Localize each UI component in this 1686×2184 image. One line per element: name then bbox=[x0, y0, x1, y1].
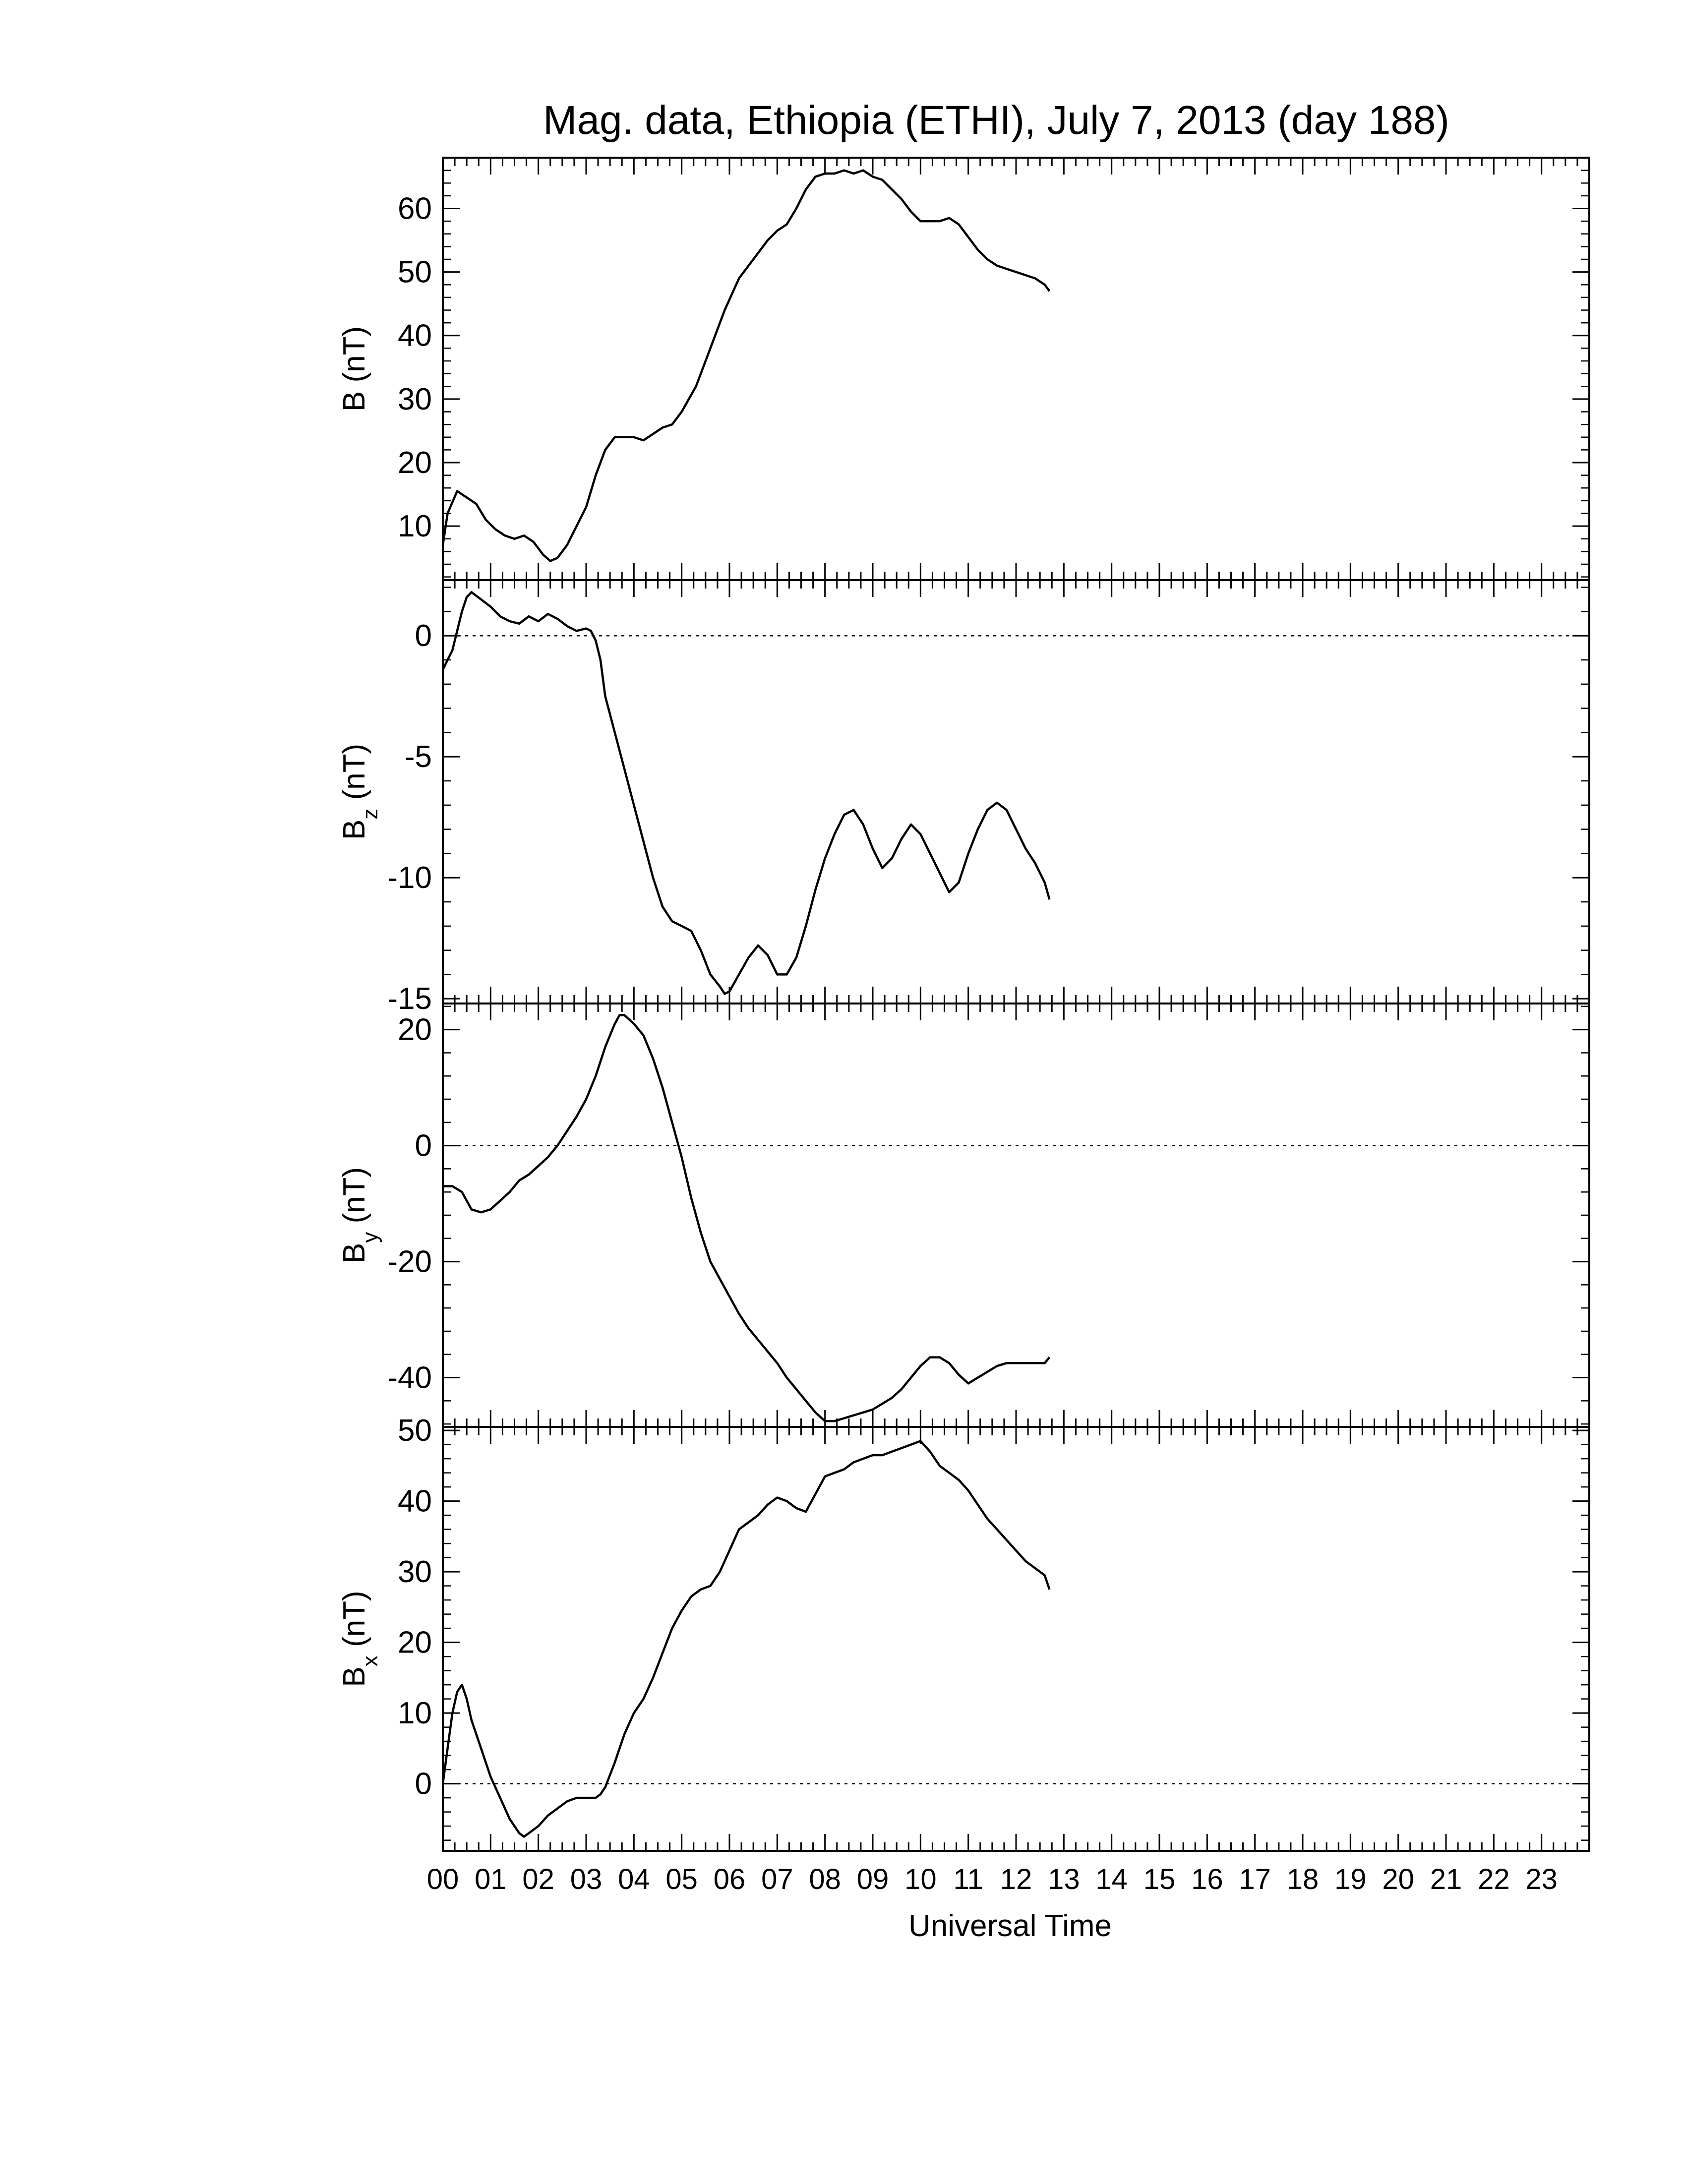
y-label-symbol: B bbox=[337, 1666, 371, 1687]
y-tick-label: -20 bbox=[387, 1245, 432, 1279]
x-tick-label: 12 bbox=[1000, 1863, 1032, 1895]
y-tick-label: 20 bbox=[398, 446, 432, 480]
y-tick-label: 10 bbox=[398, 509, 432, 543]
x-tick-label: 21 bbox=[1430, 1863, 1462, 1895]
y-label-symbol: B bbox=[337, 1243, 371, 1263]
y-label-subscript: x bbox=[358, 1655, 382, 1666]
x-tick-label: 07 bbox=[761, 1863, 793, 1895]
y-label-symbol: B bbox=[337, 391, 371, 412]
y-tick-label: 20 bbox=[398, 1013, 432, 1047]
x-tick-label: 18 bbox=[1287, 1863, 1319, 1895]
chart-panels: 10 20 30 40 50 60 B (nT) 0 -5 -10 -15 Bz (nT) 20 0 -20… bbox=[337, 157, 1590, 1895]
y-tick-label: 30 bbox=[398, 382, 432, 416]
y-axis-label: By (nT) bbox=[337, 1167, 382, 1263]
y-label-unit: (nT) bbox=[337, 1167, 371, 1232]
y-tick-label: 10 bbox=[398, 1696, 432, 1730]
series-line-Bz bbox=[441, 591, 1051, 995]
x-tick-label: 20 bbox=[1382, 1863, 1414, 1895]
x-tick-label: 13 bbox=[1048, 1863, 1080, 1895]
y-label-symbol: B bbox=[337, 820, 371, 840]
panel-B: 10 20 30 40 50 60 B (nT) bbox=[337, 157, 1590, 581]
series-line-Bx bbox=[441, 1440, 1051, 1838]
y-tick-label: 0 bbox=[415, 619, 432, 653]
y-tick-label: 0 bbox=[415, 1129, 432, 1163]
panel-By: 20 0 -20 -40 By (nT) bbox=[337, 1003, 1590, 1428]
x-tick-label: 17 bbox=[1239, 1863, 1271, 1895]
x-tick-label: 22 bbox=[1478, 1863, 1510, 1895]
y-axis-label: Bx (nT) bbox=[337, 1591, 382, 1687]
series-line-By bbox=[443, 1014, 1051, 1422]
panel-Bz: 0 -5 -10 -15 Bz (nT) bbox=[337, 579, 1590, 1016]
y-tick-label: 0 bbox=[415, 1767, 432, 1801]
y-tick-label: -40 bbox=[387, 1361, 432, 1395]
y-label-subscript: y bbox=[358, 1232, 382, 1243]
x-tick-label: 16 bbox=[1191, 1863, 1223, 1895]
x-tick-label: 10 bbox=[904, 1863, 937, 1895]
y-tick-label: 60 bbox=[398, 191, 432, 226]
x-tick-label: 04 bbox=[618, 1863, 650, 1895]
panel-frame bbox=[442, 157, 1590, 581]
panel-frame bbox=[442, 579, 1590, 1004]
y-tick-label: -15 bbox=[387, 982, 432, 1016]
series-line-B bbox=[441, 169, 1051, 562]
chart-title: Mag. data, Ethiopia (ETHI), July 7, 2013… bbox=[543, 98, 1449, 143]
x-tick-label: 08 bbox=[809, 1863, 841, 1895]
x-tick-label: 09 bbox=[857, 1863, 889, 1895]
x-tick-label: 19 bbox=[1334, 1863, 1367, 1895]
y-label-subscript: z bbox=[358, 809, 382, 820]
x-tick-label: 06 bbox=[714, 1863, 746, 1895]
y-tick-label: -5 bbox=[405, 740, 432, 774]
x-tick-label: 05 bbox=[665, 1863, 698, 1895]
y-label-unit: (nT) bbox=[337, 744, 371, 809]
x-tick-label: 15 bbox=[1144, 1863, 1176, 1895]
panel-Bx: 0 10 20 30 40 50 Bx (nT) bbox=[337, 1414, 1590, 1852]
y-tick-label: -10 bbox=[387, 861, 432, 895]
y-tick-label: 30 bbox=[398, 1555, 432, 1589]
x-tick-label: 23 bbox=[1525, 1863, 1558, 1895]
y-label-unit: (nT) bbox=[337, 326, 371, 391]
x-tick-label: 11 bbox=[954, 1863, 983, 1895]
x-axis-label: Universal Time bbox=[908, 1909, 1112, 1943]
x-tick-label: 02 bbox=[522, 1863, 554, 1895]
y-tick-label: 40 bbox=[398, 1484, 432, 1519]
y-tick-label: 50 bbox=[398, 255, 432, 290]
y-label-unit: (nT) bbox=[337, 1591, 371, 1655]
x-tick-label: 03 bbox=[570, 1863, 602, 1895]
panel-frame bbox=[442, 1426, 1590, 1852]
y-tick-label: 20 bbox=[398, 1626, 432, 1660]
y-tick-label: 40 bbox=[398, 319, 432, 353]
y-tick-label: 50 bbox=[398, 1414, 432, 1448]
y-axis-label: B (nT) bbox=[337, 326, 371, 412]
x-tick-label: 14 bbox=[1095, 1863, 1128, 1895]
y-axis-label: Bz (nT) bbox=[337, 744, 382, 840]
x-tick-labels: 00 01 02 03 04 05 06 07 08 09 10 11 12 13 14 15 16 17 18 19… bbox=[427, 1863, 1558, 1895]
x-tick-label: 01 bbox=[475, 1863, 507, 1895]
x-tick-label: 00 bbox=[427, 1863, 459, 1895]
